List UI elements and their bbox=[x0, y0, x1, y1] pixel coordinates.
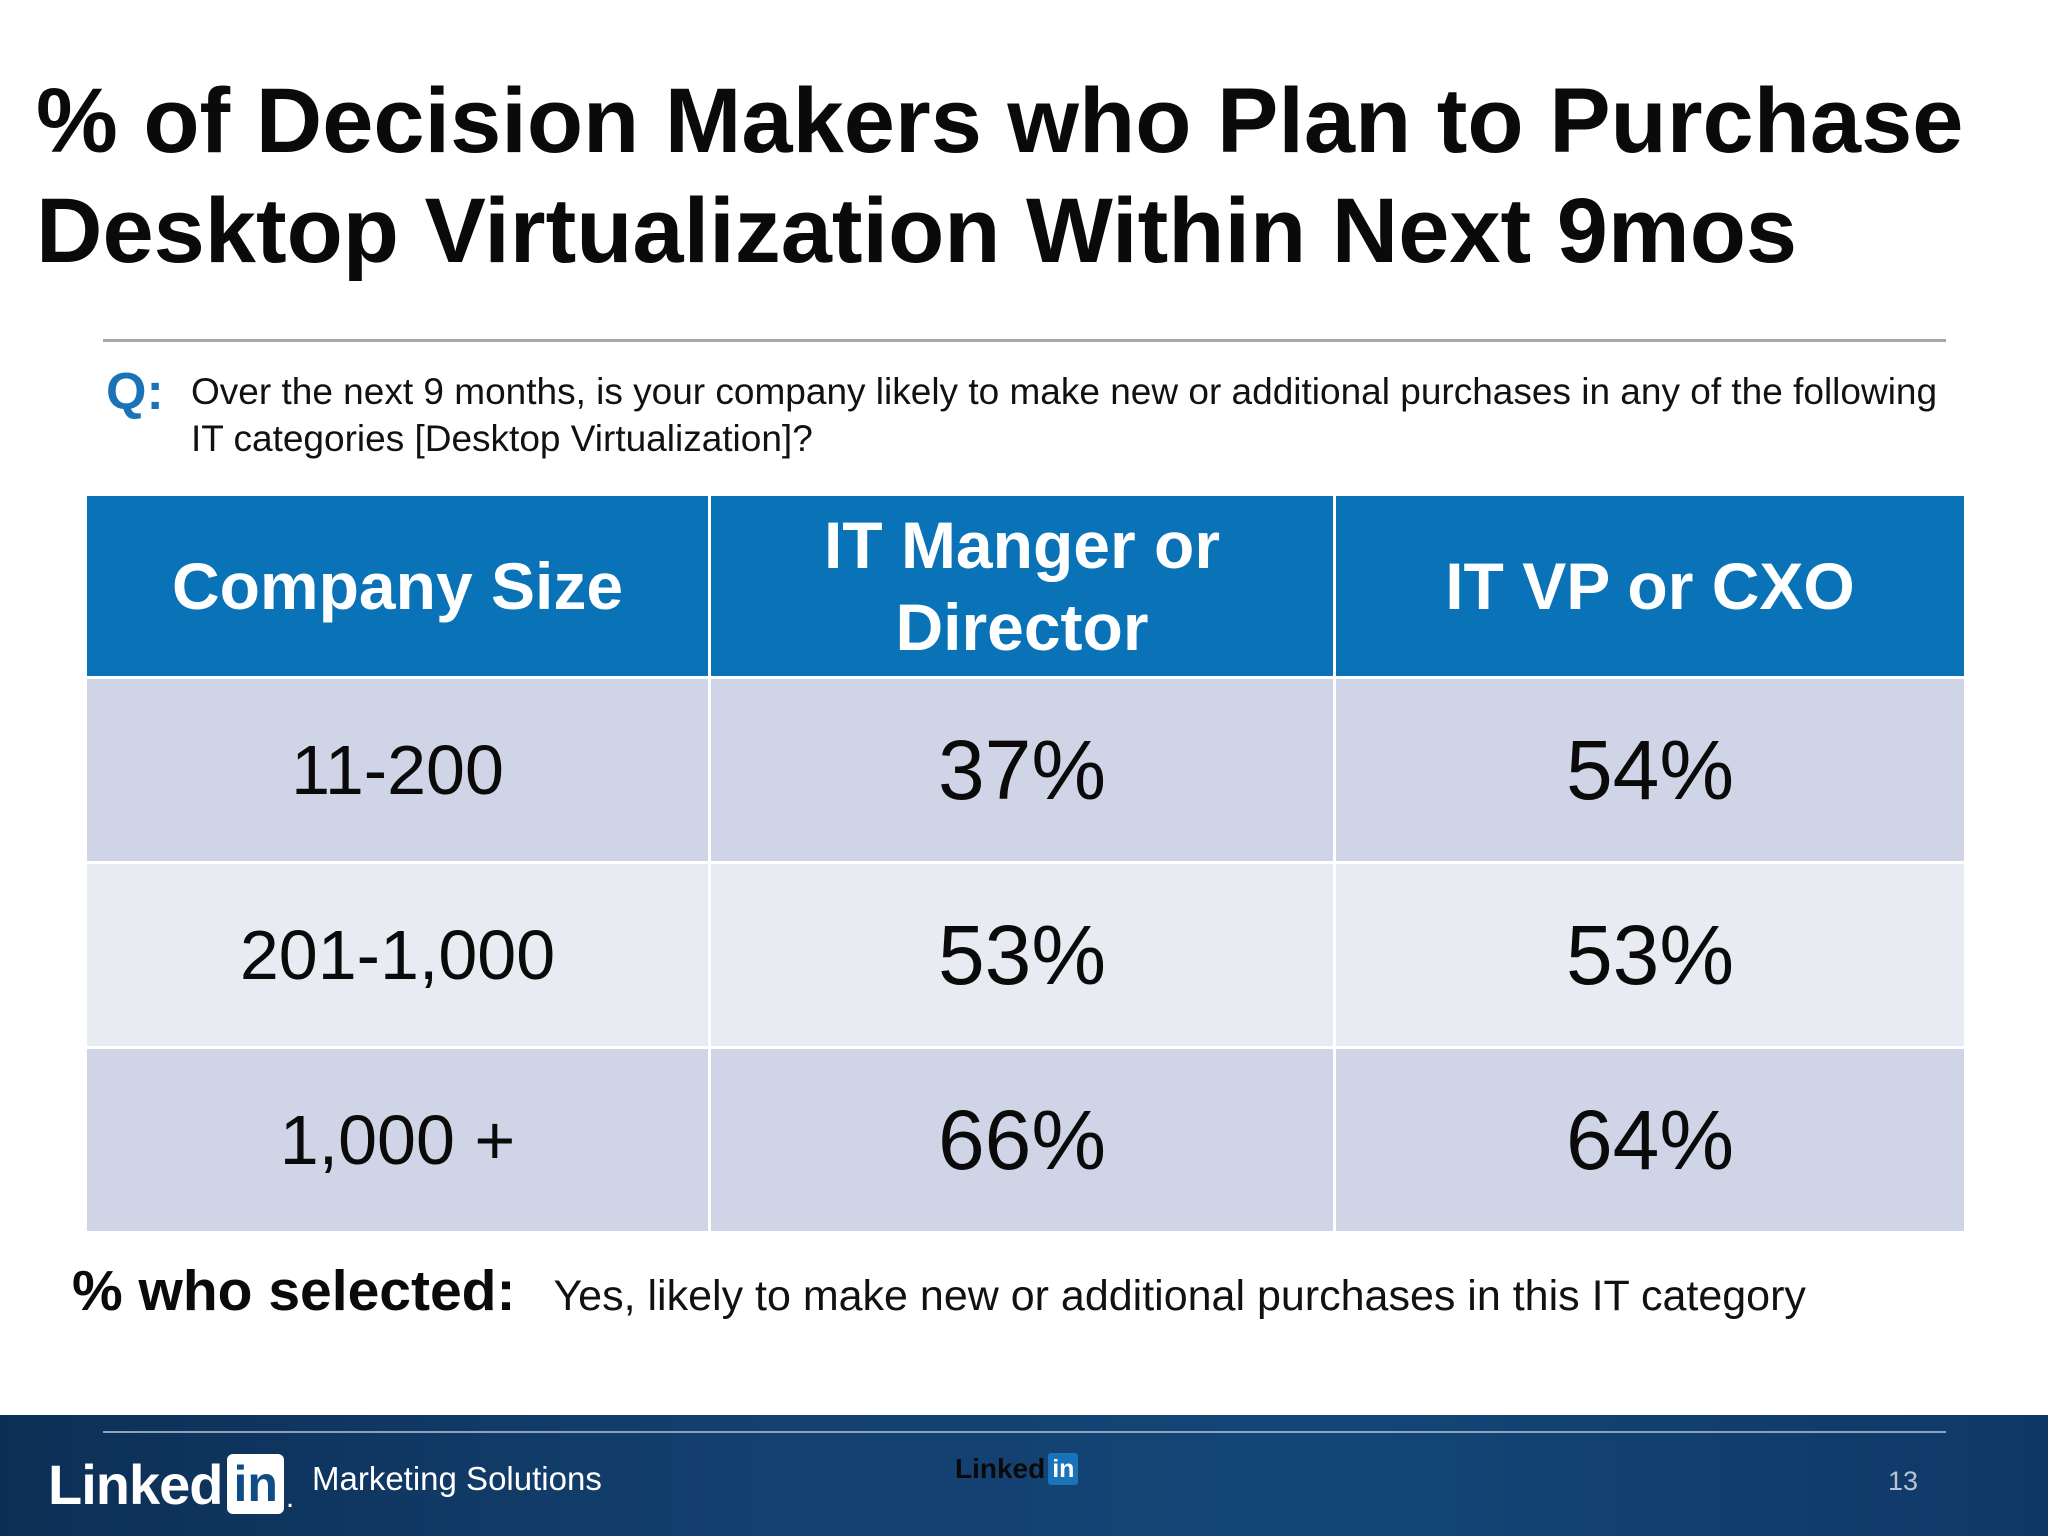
it-vp-value: 64% bbox=[1333, 1046, 1967, 1234]
question-label: Q: bbox=[106, 363, 164, 421]
column-header-company-size: Company Size bbox=[84, 493, 711, 679]
table-row: 1,000 + 66% 64% bbox=[84, 1046, 1967, 1234]
company-size-cell: 1,000 + bbox=[84, 1046, 711, 1234]
column-header-it-manager: IT Manger or Director bbox=[708, 493, 1336, 679]
footer-bar: Linked in. Marketing Solutions Linked in 1… bbox=[0, 1415, 2048, 1536]
center-linkedin-logo: Linked in bbox=[955, 1453, 1079, 1485]
linkedin-logo: Linked in. bbox=[48, 1449, 294, 1519]
table-row: 201-1,000 53% 53% bbox=[84, 861, 1967, 1049]
selection-note: % who selected: Yes, likely to make new o… bbox=[72, 1258, 1972, 1324]
table-header-row: Company Size IT Manger or Director IT VP… bbox=[84, 493, 1967, 679]
logo-in-box: in bbox=[227, 1454, 284, 1514]
company-size-cell: 201-1,000 bbox=[84, 861, 711, 1049]
it-vp-value: 53% bbox=[1333, 861, 1967, 1049]
center-logo-in-box: in bbox=[1048, 1453, 1079, 1485]
question-text: Over the next 9 months, is your company … bbox=[191, 371, 1938, 459]
it-manager-value: 53% bbox=[708, 861, 1336, 1049]
footer-tagline: Marketing Solutions bbox=[312, 1460, 602, 1497]
selection-note-text: Yes, likely to make new or additional pu… bbox=[553, 1272, 1806, 1320]
page-number: 13 bbox=[1888, 1466, 1919, 1496]
table-row: 11-200 37% 54% bbox=[84, 676, 1967, 864]
it-manager-value: 37% bbox=[708, 676, 1336, 864]
footer-divider bbox=[103, 1431, 1946, 1433]
title-divider bbox=[103, 339, 1946, 342]
it-vp-value: 54% bbox=[1333, 676, 1967, 864]
logo-trademark-dot: . bbox=[285, 1481, 295, 1514]
results-table: Company Size IT Manger or Director IT VP… bbox=[84, 493, 1967, 1234]
it-manager-value: 66% bbox=[708, 1046, 1336, 1234]
slide-title: % of Decision Makers who Plan to Purchas… bbox=[36, 70, 1964, 282]
company-size-cell: 11-200 bbox=[84, 676, 711, 864]
column-header-it-vp: IT VP or CXO bbox=[1333, 493, 1967, 679]
selection-note-label: % who selected: bbox=[72, 1259, 516, 1323]
center-logo-wordmark: Linked bbox=[955, 1453, 1046, 1484]
logo-wordmark: Linked bbox=[48, 1452, 223, 1516]
